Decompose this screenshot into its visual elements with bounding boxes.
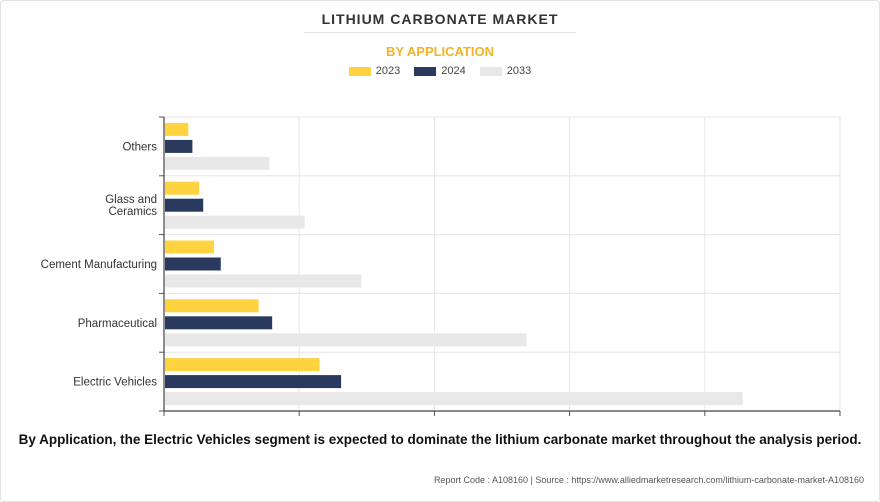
legend-item-2023[interactable]: 2023	[348, 65, 401, 77]
category-label-others: Others	[122, 141, 157, 153]
bar-electric-vehicles-2023	[165, 358, 320, 372]
bar-glass-and-ceramics-2024	[165, 198, 204, 212]
chart-caption: By Application, the Electric Vehicles se…	[18, 432, 862, 447]
category-label-glass-and-ceramics: Glass and Ceramics	[105, 194, 157, 218]
source-note: Report Code : A108160 | Source : https:/…	[433, 475, 864, 485]
bar-pharmaceutical-2033	[165, 333, 527, 347]
legend: 2023 2024 2033	[0, 65, 880, 77]
bar-glass-and-ceramics-2033	[165, 215, 305, 229]
title-divider	[304, 32, 576, 33]
bar-cement-manufacturing-2024	[165, 257, 221, 271]
chart-subtitle: BY APPLICATION	[385, 44, 495, 59]
bar-others-2024	[165, 139, 193, 153]
bar-others-2033	[165, 156, 270, 170]
bar-glass-and-ceramics-2023	[165, 181, 200, 195]
chart-title: LITHIUM CARBONATE MARKET	[321, 11, 559, 27]
bar-others-2023	[165, 122, 189, 136]
legend-swatch-2024	[414, 66, 437, 76]
bar-cement-manufacturing-2033	[165, 274, 362, 288]
legend-swatch-2023	[348, 66, 371, 76]
bar-electric-vehicles-2033	[165, 392, 743, 406]
legend-item-2024[interactable]: 2024	[414, 65, 466, 77]
bar-pharmaceutical-2023	[165, 299, 259, 313]
bar-cement-manufacturing-2023	[165, 240, 215, 254]
category-label-electric-vehicles: Electric Vehicles	[73, 377, 157, 389]
legend-item-2033[interactable]: 2033	[479, 65, 532, 77]
category-label-cement-manufacturing: Cement Manufacturing	[41, 259, 157, 271]
bar-electric-vehicles-2024	[165, 375, 342, 389]
legend-swatch-2033	[479, 66, 502, 76]
bar-pharmaceutical-2024	[165, 316, 273, 330]
legend-label-2033: 2033	[506, 65, 532, 77]
category-label-pharmaceutical: Pharmaceutical	[78, 318, 157, 330]
legend-label-2023: 2023	[375, 65, 401, 77]
legend-label-2024: 2024	[441, 65, 466, 77]
